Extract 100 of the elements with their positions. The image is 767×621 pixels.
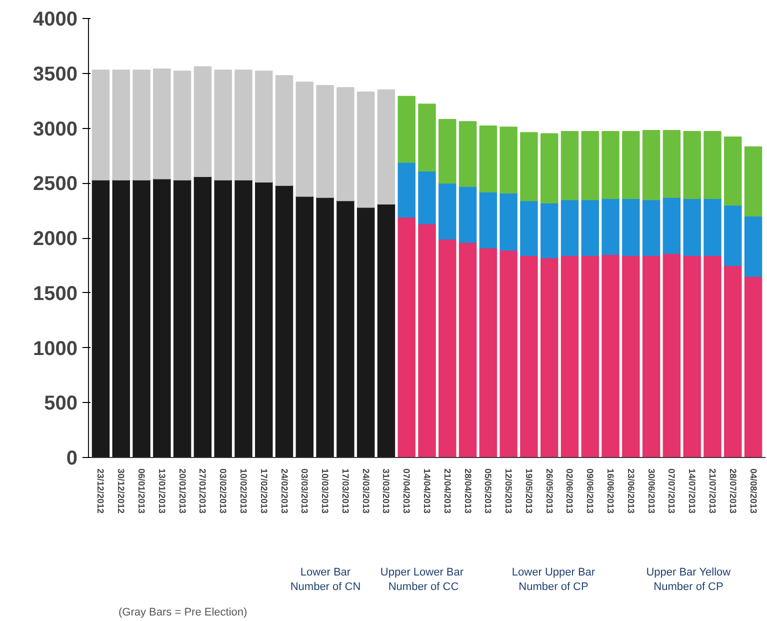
bar xyxy=(438,238,456,458)
bar xyxy=(479,126,498,192)
x-tick-label: 06/01/2013 xyxy=(136,468,147,514)
bar xyxy=(540,133,558,204)
x-tick-label: 14/04/2013 xyxy=(422,468,432,514)
x-tick-label: 17/03/2013 xyxy=(340,468,350,514)
y-tick-label: 4000 xyxy=(33,8,78,30)
bar xyxy=(275,75,294,186)
bar xyxy=(418,170,436,224)
bar xyxy=(683,131,701,199)
bar xyxy=(234,179,252,458)
bar xyxy=(662,196,681,254)
bar xyxy=(377,89,396,204)
x-tick-label: 23/12/2012 xyxy=(96,468,106,514)
bar xyxy=(540,202,558,258)
bar xyxy=(479,247,498,458)
bar xyxy=(112,70,130,180)
x-tick-label: 04/08/2013 xyxy=(748,468,758,514)
x-tick-label: 30/06/2013 xyxy=(646,468,656,514)
x-tick-label: 28/07/2013 xyxy=(728,468,738,514)
bar xyxy=(275,184,294,458)
y-tick-label: 500 xyxy=(44,392,78,415)
x-tick-label: 03/02/2013 xyxy=(218,468,228,514)
bar xyxy=(153,68,171,180)
x-tick-label: 07/07/2013 xyxy=(666,468,677,514)
bar xyxy=(520,255,538,458)
bar xyxy=(398,96,416,163)
y-tick-label: 1500 xyxy=(33,282,78,305)
bar xyxy=(92,70,110,180)
x-tick-label: 10/02/2013 xyxy=(238,468,248,514)
bar xyxy=(418,104,436,172)
y-tick-label: 3500 xyxy=(33,63,78,86)
bar xyxy=(255,70,273,183)
bar xyxy=(724,264,742,458)
bar xyxy=(398,162,416,218)
bar xyxy=(520,132,538,202)
bar xyxy=(642,130,660,200)
bar xyxy=(173,70,192,180)
bar xyxy=(744,146,762,217)
bar xyxy=(214,179,232,458)
bar xyxy=(214,70,232,180)
x-tick-label: 26/05/2013 xyxy=(544,468,554,514)
x-tick-label: 21/07/2013 xyxy=(707,468,718,514)
bar xyxy=(642,199,660,256)
text: Upper Lower Bar Number of CC xyxy=(380,566,464,593)
bar xyxy=(458,121,477,187)
bar xyxy=(683,198,701,256)
bar xyxy=(744,216,762,277)
bar xyxy=(296,196,314,458)
x-tick-label: 16/06/2013 xyxy=(606,468,616,514)
x-tick-label: 07/04/2013 xyxy=(402,468,412,514)
bar xyxy=(132,179,150,458)
bar xyxy=(296,82,314,197)
bar xyxy=(683,255,701,458)
bar xyxy=(92,179,110,458)
bar xyxy=(704,255,722,458)
bar xyxy=(500,250,518,458)
x-tick-label: 28/04/2013 xyxy=(462,468,473,514)
bar xyxy=(194,66,212,178)
bar xyxy=(540,257,558,458)
x-tick-label: 21/04/2013 xyxy=(442,468,452,514)
bar xyxy=(622,255,640,458)
bar xyxy=(581,255,599,458)
x-tick-label: 05/05/2013 xyxy=(483,468,494,514)
bar xyxy=(418,223,436,458)
text: Upper Bar Yellow Number of CP xyxy=(646,566,731,593)
bar xyxy=(662,252,681,458)
bar xyxy=(398,216,416,458)
bar xyxy=(724,204,742,266)
bar xyxy=(336,87,354,202)
bar xyxy=(356,92,375,208)
bar xyxy=(662,130,681,198)
bar xyxy=(560,131,579,200)
y-tick-label: 2000 xyxy=(33,228,78,250)
y-tick-label: 3000 xyxy=(33,118,78,140)
x-tick-label: 19/05/2013 xyxy=(524,468,534,514)
x-tick-label: 30/12/2012 xyxy=(116,468,126,514)
bar xyxy=(316,196,334,458)
bar xyxy=(336,200,354,458)
bar xyxy=(560,255,579,458)
bar xyxy=(438,118,456,184)
bar xyxy=(602,198,620,255)
bar xyxy=(479,191,498,248)
bar xyxy=(255,182,273,458)
bar xyxy=(458,186,477,243)
bar xyxy=(356,206,375,458)
x-tick-label: 14/07/2013 xyxy=(687,468,698,514)
bar xyxy=(377,203,396,458)
bar xyxy=(724,136,742,206)
bar xyxy=(520,200,538,256)
bar xyxy=(112,179,130,458)
bar xyxy=(602,131,620,199)
y-tick-label: 2500 xyxy=(33,173,78,196)
bar xyxy=(316,84,334,198)
bar xyxy=(642,255,660,458)
x-tick-label: 17/02/2013 xyxy=(258,468,269,514)
bar xyxy=(438,182,456,240)
x-tick-label: 12/05/2013 xyxy=(504,468,514,514)
x-tick-label: 23/06/2013 xyxy=(626,468,636,514)
y-tick-label: 1000 xyxy=(33,338,78,360)
